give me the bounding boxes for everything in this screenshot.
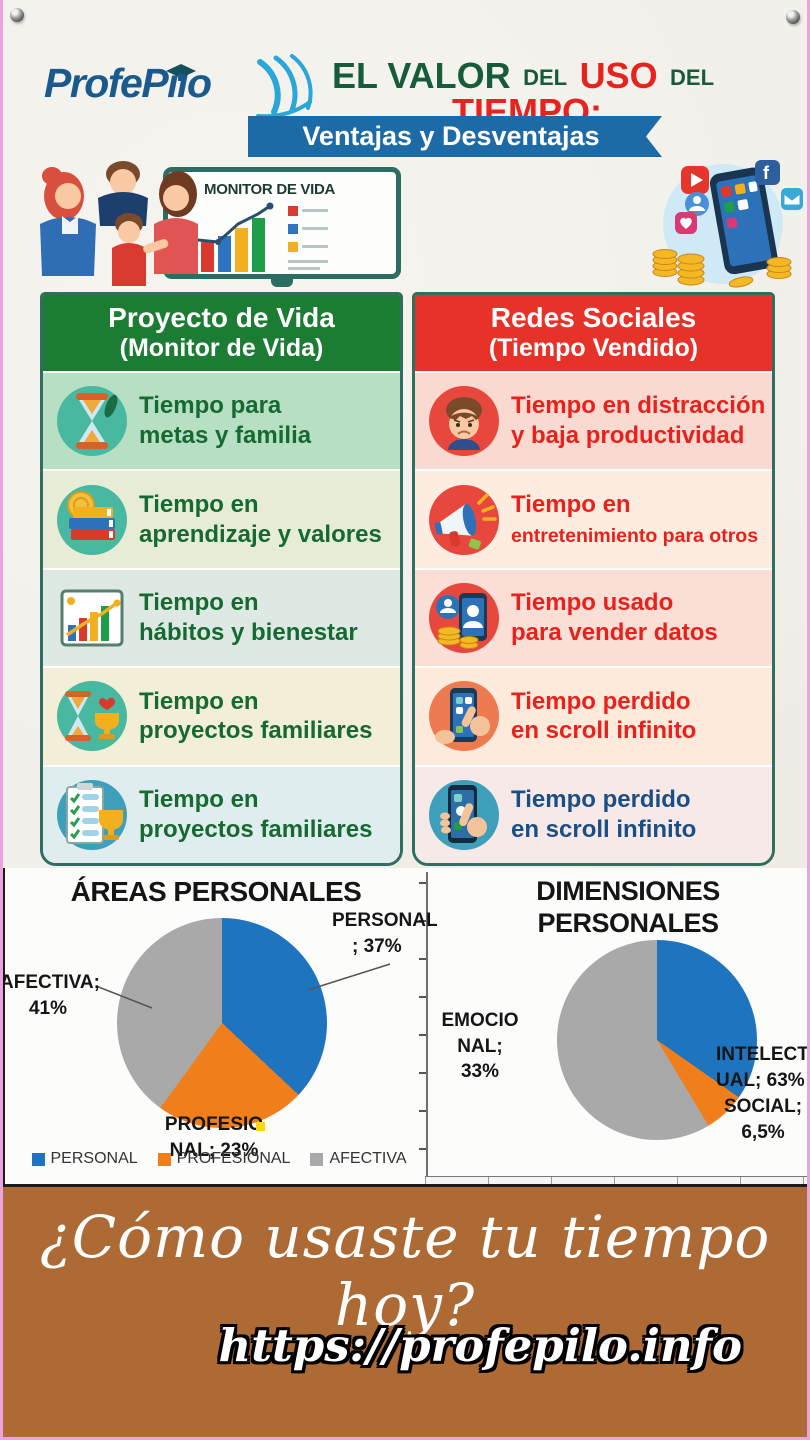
left-header-line2: (Monitor de Vida) — [119, 334, 324, 363]
table-row: Tiempo perdido en scroll infinito — [415, 764, 772, 863]
title-word: USO — [579, 55, 658, 96]
legend-swatch-orange — [157, 1152, 171, 1166]
cell-text-line: Tiempo en — [511, 490, 631, 518]
table-row: Tiempo en aprendizaje y valores — [43, 469, 400, 568]
title-word: DEL — [670, 65, 715, 90]
cell-text-line: en scroll infinito — [511, 717, 697, 745]
label-emocional: EMOCIO NAL; 33% — [441, 1010, 519, 1083]
chart-divider — [426, 872, 428, 1178]
footer-url[interactable]: https://profepilo.info — [218, 1319, 742, 1372]
frame-edge-bottom — [0, 1437, 810, 1440]
table-row: Tiempo usado para vender datos — [415, 567, 772, 667]
title-word: DEL — [523, 65, 568, 90]
label-social: SOCIAL; 6,5% — [723, 1096, 803, 1143]
cell-text-line: y baja productividad — [511, 422, 745, 450]
legend-item: AFECTIVA — [310, 1150, 407, 1168]
legend-item: PERSONAL — [31, 1150, 138, 1168]
logo-text-1: Profe — [44, 60, 143, 106]
phone-scroll-hands-icon — [427, 679, 501, 753]
table-row: Tiempo para metas y familia — [43, 371, 400, 470]
family-illustration — [26, 154, 231, 293]
cell-text-line: metas y familia — [139, 422, 312, 450]
svg-text:f: f — [763, 163, 770, 183]
column-proyecto-de-vida: Proyecto de Vida (Monitor de Vida) — [40, 292, 403, 866]
legend-swatch-gray — [310, 1152, 324, 1166]
cell-text-line: en scroll infinito — [511, 815, 697, 843]
label-intelectual: INTELECT UAL; 63% — [716, 1044, 809, 1091]
label-profesional: PROFESIO NAL; 23% — [164, 1114, 264, 1161]
label-personal: PERSONAL ; 37% — [332, 910, 438, 957]
sad-boy-icon — [427, 384, 501, 458]
table-row: Tiempo perdido en scroll infinito — [415, 666, 772, 765]
phone-data-coins-icon — [427, 581, 501, 655]
profepilo-logo: ProfePilo — [44, 54, 313, 119]
frame-edge-left — [0, 0, 3, 1440]
phone-scroll-hand-icon — [427, 778, 501, 852]
table-row: Tiempo en hábitos y bienestar — [43, 567, 400, 667]
table-row: Tiempo en proyectos familiares — [43, 666, 400, 765]
push-pin-icon — [10, 8, 24, 22]
right-header-line2: (Tiempo Vendido) — [488, 334, 699, 363]
cell-text-line: Tiempo en — [139, 589, 259, 617]
footer-banner: ¿Cómo usaste tu tiempo hoy? https://prof… — [0, 1187, 810, 1440]
cell-text-line: Tiempo en distracción — [511, 392, 766, 420]
chart-divider-ticks — [419, 882, 426, 1174]
cell-text-line: Tiempo en — [139, 490, 259, 518]
left-header-line1: Proyecto de Vida — [108, 302, 335, 334]
push-pin-icon — [786, 10, 800, 24]
cell-text-line: para vender datos — [511, 619, 718, 647]
cell-text-line: hábitos y bienestar — [139, 619, 358, 647]
label-afectiva: AFECTIVA; 41% — [0, 972, 100, 1019]
comparison-table: Proyecto de Vida (Monitor de Vida) — [40, 292, 775, 866]
social-media-illustration: f — [631, 160, 805, 297]
monitor-title: MONITOR DE VIDA — [204, 181, 336, 198]
cell-text-line: entretenimiento para otros — [511, 524, 759, 547]
frame-edge-right — [807, 0, 810, 1440]
pie-chart-dimensiones-personales — [557, 940, 757, 1140]
cell-text-line: Tiempo en — [139, 786, 259, 814]
subtitle-ribbon: Ventajas y Desventajas — [248, 116, 662, 157]
hourglass-trophy-icon — [55, 679, 129, 753]
right-header-line1: Redes Sociales — [490, 302, 697, 334]
column-redes-sociales: Redes Sociales (Tiempo Vendido) — [412, 292, 775, 866]
bar-chart-icon — [55, 581, 129, 655]
right-column-header: Redes Sociales (Tiempo Vendido) — [415, 295, 772, 371]
pie-chart-areas-personales — [117, 918, 327, 1128]
chart2-title-line2: PERSONALES — [537, 908, 719, 938]
checklist-trophy-icon — [55, 778, 129, 852]
cell-text-line: aprendizaje y valores — [139, 520, 382, 548]
graduation-cap-icon — [166, 47, 196, 94]
table-row: Tiempo en proyectos familiares — [43, 764, 400, 863]
books-coin-icon — [55, 483, 129, 557]
yellow-marker — [256, 1122, 265, 1131]
chart2-title-line1: DIMENSIONES — [536, 876, 720, 906]
cell-text-line: Tiempo perdido — [511, 786, 691, 814]
chart1-legend: PERSONAL PROFESIONAL AFECTIVA — [26, 1150, 412, 1168]
hourglass-icon — [55, 384, 129, 458]
legend-swatch-blue — [31, 1152, 45, 1166]
charts-section: ÁREAS PERSONALES PERSONAL ; 37% AFECTIVA… — [0, 868, 810, 1186]
spreadsheet-remnant — [425, 1176, 810, 1185]
table-row: Tiempo en distracción y baja productivida… — [415, 371, 772, 470]
megaphone-icon — [427, 483, 501, 557]
footer-question: ¿Cómo usaste tu tiempo hoy? — [39, 1203, 771, 1339]
chart1-title: ÁREAS PERSONALES — [70, 876, 362, 907]
cell-text-line: Tiempo para — [139, 392, 282, 420]
cell-text-line: Tiempo usado — [511, 589, 674, 617]
left-column-header: Proyecto de Vida (Monitor de Vida) — [43, 295, 400, 371]
cell-text-line: proyectos familiares — [139, 717, 373, 745]
legend-item: PROFESIONAL — [157, 1150, 290, 1168]
separator-line — [0, 1184, 810, 1187]
cell-text-line: Tiempo perdido — [511, 687, 691, 715]
table-row: Tiempo en entretenimiento para otros — [415, 469, 772, 568]
title-word: EL VALOR — [331, 55, 511, 96]
cell-text-line: Tiempo en — [139, 687, 259, 715]
cell-text-line: proyectos familiares — [139, 815, 373, 843]
